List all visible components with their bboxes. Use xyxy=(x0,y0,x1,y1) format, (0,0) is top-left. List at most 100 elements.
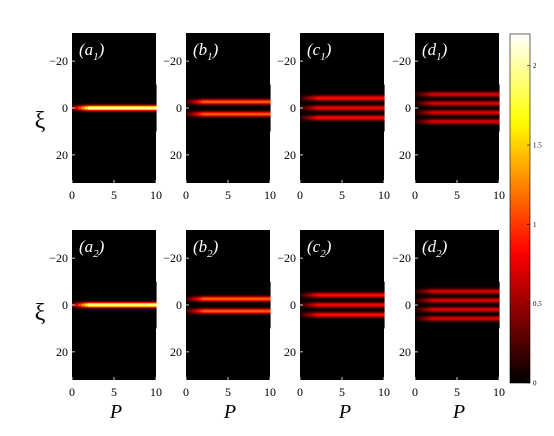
panel-c2: (c2) −20 0 20 0 5 10 xyxy=(277,230,390,399)
intensity-slice xyxy=(234,281,239,329)
x-tick-label: 10 xyxy=(264,385,276,399)
intensity-slice xyxy=(192,281,197,329)
intensity-slice xyxy=(136,84,141,132)
intensity-slice xyxy=(75,281,80,329)
intensity-slice xyxy=(486,84,490,132)
intensity-slice xyxy=(205,84,210,132)
intensity-slice xyxy=(143,281,147,329)
intensity-slice xyxy=(434,281,439,329)
intensity-slice xyxy=(91,84,96,132)
intensity-slice xyxy=(78,281,83,329)
intensity-slice xyxy=(457,84,461,132)
intensity-slice xyxy=(492,84,497,132)
x-axis-label-d: P xyxy=(452,401,465,423)
intensity-slice xyxy=(133,281,138,329)
intensity-slice xyxy=(117,84,122,132)
intensity-slice xyxy=(81,281,86,329)
intensity-slice xyxy=(358,281,362,329)
panel-c1: (c1) −20 0 20 0 5 10 xyxy=(277,33,390,202)
intensity-slice xyxy=(94,84,99,132)
intensity-map xyxy=(415,84,500,132)
intensity-slice xyxy=(377,281,382,329)
intensity-slice xyxy=(332,281,337,329)
panel-label-a1: (a1) xyxy=(79,40,105,63)
intensity-slice xyxy=(482,281,487,329)
intensity-slice xyxy=(332,84,337,132)
x-tick-label: 0 xyxy=(183,188,189,202)
intensity-slice xyxy=(97,281,102,329)
intensity-slice xyxy=(492,281,497,329)
colorbar-tick-label: 0.5 xyxy=(533,300,542,308)
intensity-slice xyxy=(421,84,426,132)
y-tick-label: 0 xyxy=(405,101,411,115)
intensity-slice xyxy=(453,281,458,329)
y-tick-label: 0 xyxy=(290,101,296,115)
intensity-slice xyxy=(303,281,308,329)
intensity-slice xyxy=(139,281,144,329)
intensity-slice xyxy=(453,84,458,132)
x-tick-label: 5 xyxy=(225,385,231,399)
intensity-slice xyxy=(211,281,216,329)
intensity-slice xyxy=(338,281,343,329)
intensity-slice xyxy=(345,84,350,132)
panel-b1: (b1) −20 0 20 0 5 10 xyxy=(163,33,276,202)
intensity-slice xyxy=(152,281,157,329)
x-tick-label: 0 xyxy=(412,385,418,399)
intensity-slice xyxy=(152,84,157,132)
intensity-slice xyxy=(198,281,203,329)
intensity-slice xyxy=(329,281,333,329)
intensity-slice xyxy=(260,84,265,132)
intensity-map xyxy=(415,281,500,329)
intensity-slice xyxy=(354,281,359,329)
intensity-slice xyxy=(303,84,308,132)
intensity-slice xyxy=(325,84,330,132)
intensity-slice xyxy=(312,281,317,329)
intensity-slice xyxy=(215,84,219,132)
intensity-slice xyxy=(367,281,372,329)
intensity-slice xyxy=(149,281,154,329)
x-tick-label: 0 xyxy=(297,385,303,399)
intensity-slice xyxy=(486,281,490,329)
intensity-slice xyxy=(457,281,461,329)
x-tick-label: 5 xyxy=(339,188,345,202)
intensity-slice xyxy=(479,84,484,132)
intensity-slice xyxy=(473,84,477,132)
intensity-slice xyxy=(221,84,226,132)
x-tick-label: 5 xyxy=(454,188,460,202)
intensity-slice xyxy=(371,84,375,132)
intensity-slice xyxy=(224,281,229,329)
intensity-slice xyxy=(107,281,112,329)
panel-label-b1: (b1) xyxy=(193,40,219,63)
intensity-slice xyxy=(260,281,265,329)
intensity-slice xyxy=(84,84,89,132)
y-tick-label: −20 xyxy=(392,54,411,68)
intensity-slice xyxy=(450,84,455,132)
y-tick-label: −20 xyxy=(49,54,68,68)
intensity-slice xyxy=(123,281,128,329)
intensity-map xyxy=(186,281,271,329)
intensity-slice xyxy=(253,84,258,132)
intensity-slice xyxy=(374,281,379,329)
intensity-slice xyxy=(189,281,194,329)
intensity-slice xyxy=(231,281,236,329)
intensity-slice xyxy=(263,281,268,329)
intensity-slice xyxy=(316,84,320,132)
intensity-slice xyxy=(104,84,109,132)
intensity-slice xyxy=(143,84,147,132)
intensity-slice xyxy=(361,84,366,132)
intensity-slice xyxy=(120,84,125,132)
intensity-slice xyxy=(348,84,353,132)
intensity-slice xyxy=(469,281,474,329)
intensity-slice xyxy=(361,281,366,329)
intensity-slice xyxy=(427,281,432,329)
colorbar-tick-label: 2 xyxy=(533,62,537,70)
y-tick-label: 20 xyxy=(56,345,68,359)
x-axis-label-c: P xyxy=(338,401,351,423)
y-tick-label: 20 xyxy=(170,345,182,359)
intensity-slice xyxy=(88,84,92,132)
intensity-slice xyxy=(380,84,385,132)
intensity-slice xyxy=(374,84,379,132)
intensity-slice xyxy=(322,84,327,132)
x-tick-label: 5 xyxy=(339,385,345,399)
intensity-slice xyxy=(371,281,375,329)
